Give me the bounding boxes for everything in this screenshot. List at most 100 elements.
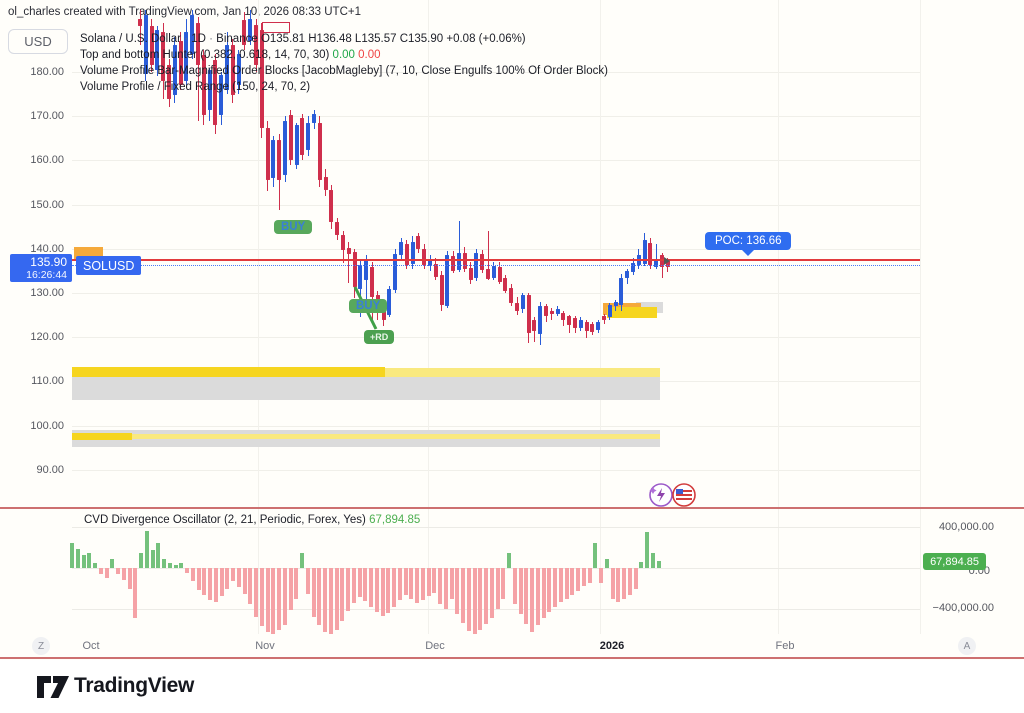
last-price-dotted-line <box>72 265 920 266</box>
ohlc-values: O135.81 H136.48 L135.57 C135.90 +0.08 (+… <box>260 33 526 45</box>
candle <box>457 253 461 270</box>
oscillator-canvas[interactable] <box>0 508 1024 634</box>
indicator-row-2[interactable]: Volume Profile Bar-Magnified Order Block… <box>80 65 608 77</box>
candle <box>573 318 577 329</box>
osc-bar-negative <box>403 568 408 595</box>
candle <box>167 65 171 99</box>
volume-profile-layer <box>72 22 663 447</box>
candle <box>596 322 601 331</box>
poc-label[interactable]: POC: 136.66 <box>705 232 792 256</box>
h-gridline <box>72 425 920 427</box>
osc-bar-negative <box>185 568 189 573</box>
candle <box>178 41 183 86</box>
candle <box>190 14 195 55</box>
candle <box>225 45 229 90</box>
candle <box>155 30 160 70</box>
candle <box>138 18 142 26</box>
candle-wick <box>487 231 489 280</box>
osc-bar-negative <box>415 568 419 603</box>
osc-bar-positive <box>167 563 172 568</box>
candle <box>248 18 253 42</box>
osc-bar-negative <box>558 568 563 602</box>
osc-bar-negative <box>610 568 615 599</box>
candlestick-canvas[interactable] <box>0 0 1024 508</box>
candle <box>480 254 485 270</box>
candle <box>387 289 392 316</box>
osc-axis-neg-400k: −400,000.00 <box>932 602 994 614</box>
h-gridline <box>72 337 920 339</box>
candle <box>660 255 664 268</box>
candle-wick <box>139 10 141 46</box>
oscillator-legend[interactable]: CVD Divergence Oscillator (2, 21, Period… <box>84 514 420 526</box>
osc-bar-positive <box>656 561 661 568</box>
pane-divider-top[interactable] <box>0 507 1024 509</box>
symbol-timeframe[interactable]: 1D <box>191 33 206 45</box>
candle <box>625 271 630 279</box>
candle <box>584 321 589 331</box>
osc-bar-negative <box>121 568 126 580</box>
candle <box>491 266 496 278</box>
osc-bar-negative <box>265 568 270 633</box>
candle <box>254 25 258 66</box>
price-axis[interactable]: 180.00 170.00 160.00 150.00 140.00 130.00 120.… <box>0 0 72 508</box>
osc-bar-negative <box>622 568 626 599</box>
price-axis-label: 160.00 <box>30 154 64 167</box>
osc-bar-negative <box>282 568 287 626</box>
price-axis-label: 90.00 <box>36 463 64 476</box>
indicator-2-title[interactable]: Volume Profile Bar-Magnified Order Block… <box>80 65 608 77</box>
candle <box>462 253 467 270</box>
v-gridline <box>258 0 259 634</box>
auto-scale-button[interactable]: A <box>958 637 976 655</box>
indicator-row-3[interactable]: Volume Profile / Fixed Range (150, 24, 7… <box>80 81 310 93</box>
osc-bar-positive <box>162 558 166 568</box>
symbol-legend-row[interactable]: Solana / U.S. Dollar · 1D · Binance O135… <box>80 33 526 45</box>
symbol-exchange: Binance <box>216 33 258 45</box>
osc-bar-negative <box>208 568 212 600</box>
poc-price-line[interactable] <box>72 259 920 261</box>
osc-bar-negative <box>518 568 523 615</box>
currency-unit-button[interactable]: USD <box>8 29 68 54</box>
candle-wick <box>197 16 199 121</box>
lightning-icon <box>649 483 673 507</box>
price-axis-label: 140.00 <box>30 242 64 255</box>
candle <box>143 14 148 75</box>
candle <box>283 120 287 175</box>
time-axis-label: Oct <box>82 640 100 652</box>
indicator-3-title[interactable]: Volume Profile / Fixed Range (150, 24, 7… <box>80 81 311 93</box>
timezone-button[interactable]: Z <box>32 637 50 655</box>
osc-bar-positive <box>650 552 655 568</box>
price-axis-label: 130.00 <box>30 287 64 299</box>
candle <box>538 305 543 334</box>
candle <box>555 308 560 314</box>
v-gridline <box>428 0 429 634</box>
price-axis-label: 170.00 <box>30 110 64 123</box>
osc-bar-positive <box>93 562 97 568</box>
candle <box>654 258 659 267</box>
osc-bar-negative <box>535 568 540 626</box>
indicator-1-title[interactable]: Top and bottom Hunter (0.382, 0.618, 14,… <box>80 49 330 61</box>
candle <box>515 303 519 312</box>
osc-bar-negative <box>443 568 448 609</box>
osc-bar-negative <box>489 568 494 619</box>
indicator-row-1[interactable]: Top and bottom Hunter (0.382, 0.618, 14,… <box>80 49 381 61</box>
osc-bar-negative <box>553 568 557 607</box>
osc-bar-negative <box>426 568 431 596</box>
rd-signal-label: +RD <box>364 330 395 344</box>
h-gridline <box>72 293 920 294</box>
osc-bar-negative <box>432 568 437 593</box>
osc-bar-positive <box>110 559 115 568</box>
oscillator-value-badge: 67,894.85 <box>923 553 986 570</box>
osc-bar-negative <box>351 568 356 603</box>
oscillator-title[interactable]: CVD Divergence Oscillator (2, 21, Period… <box>84 514 366 526</box>
indicator-status-icons[interactable] <box>646 481 700 509</box>
osc-bar-positive <box>75 548 80 568</box>
osc-bar-negative <box>259 568 264 626</box>
candle <box>184 32 189 81</box>
osc-bar-negative <box>599 568 603 584</box>
symbol-price-tag: SOLUSD <box>76 256 142 275</box>
v-gridline <box>600 0 601 634</box>
chart-attribution: ol_charles created with TradingView.com,… <box>8 6 361 18</box>
osc-bar-negative <box>340 568 345 622</box>
osc-bar-negative <box>369 568 373 607</box>
osc-bar-negative <box>386 568 391 614</box>
